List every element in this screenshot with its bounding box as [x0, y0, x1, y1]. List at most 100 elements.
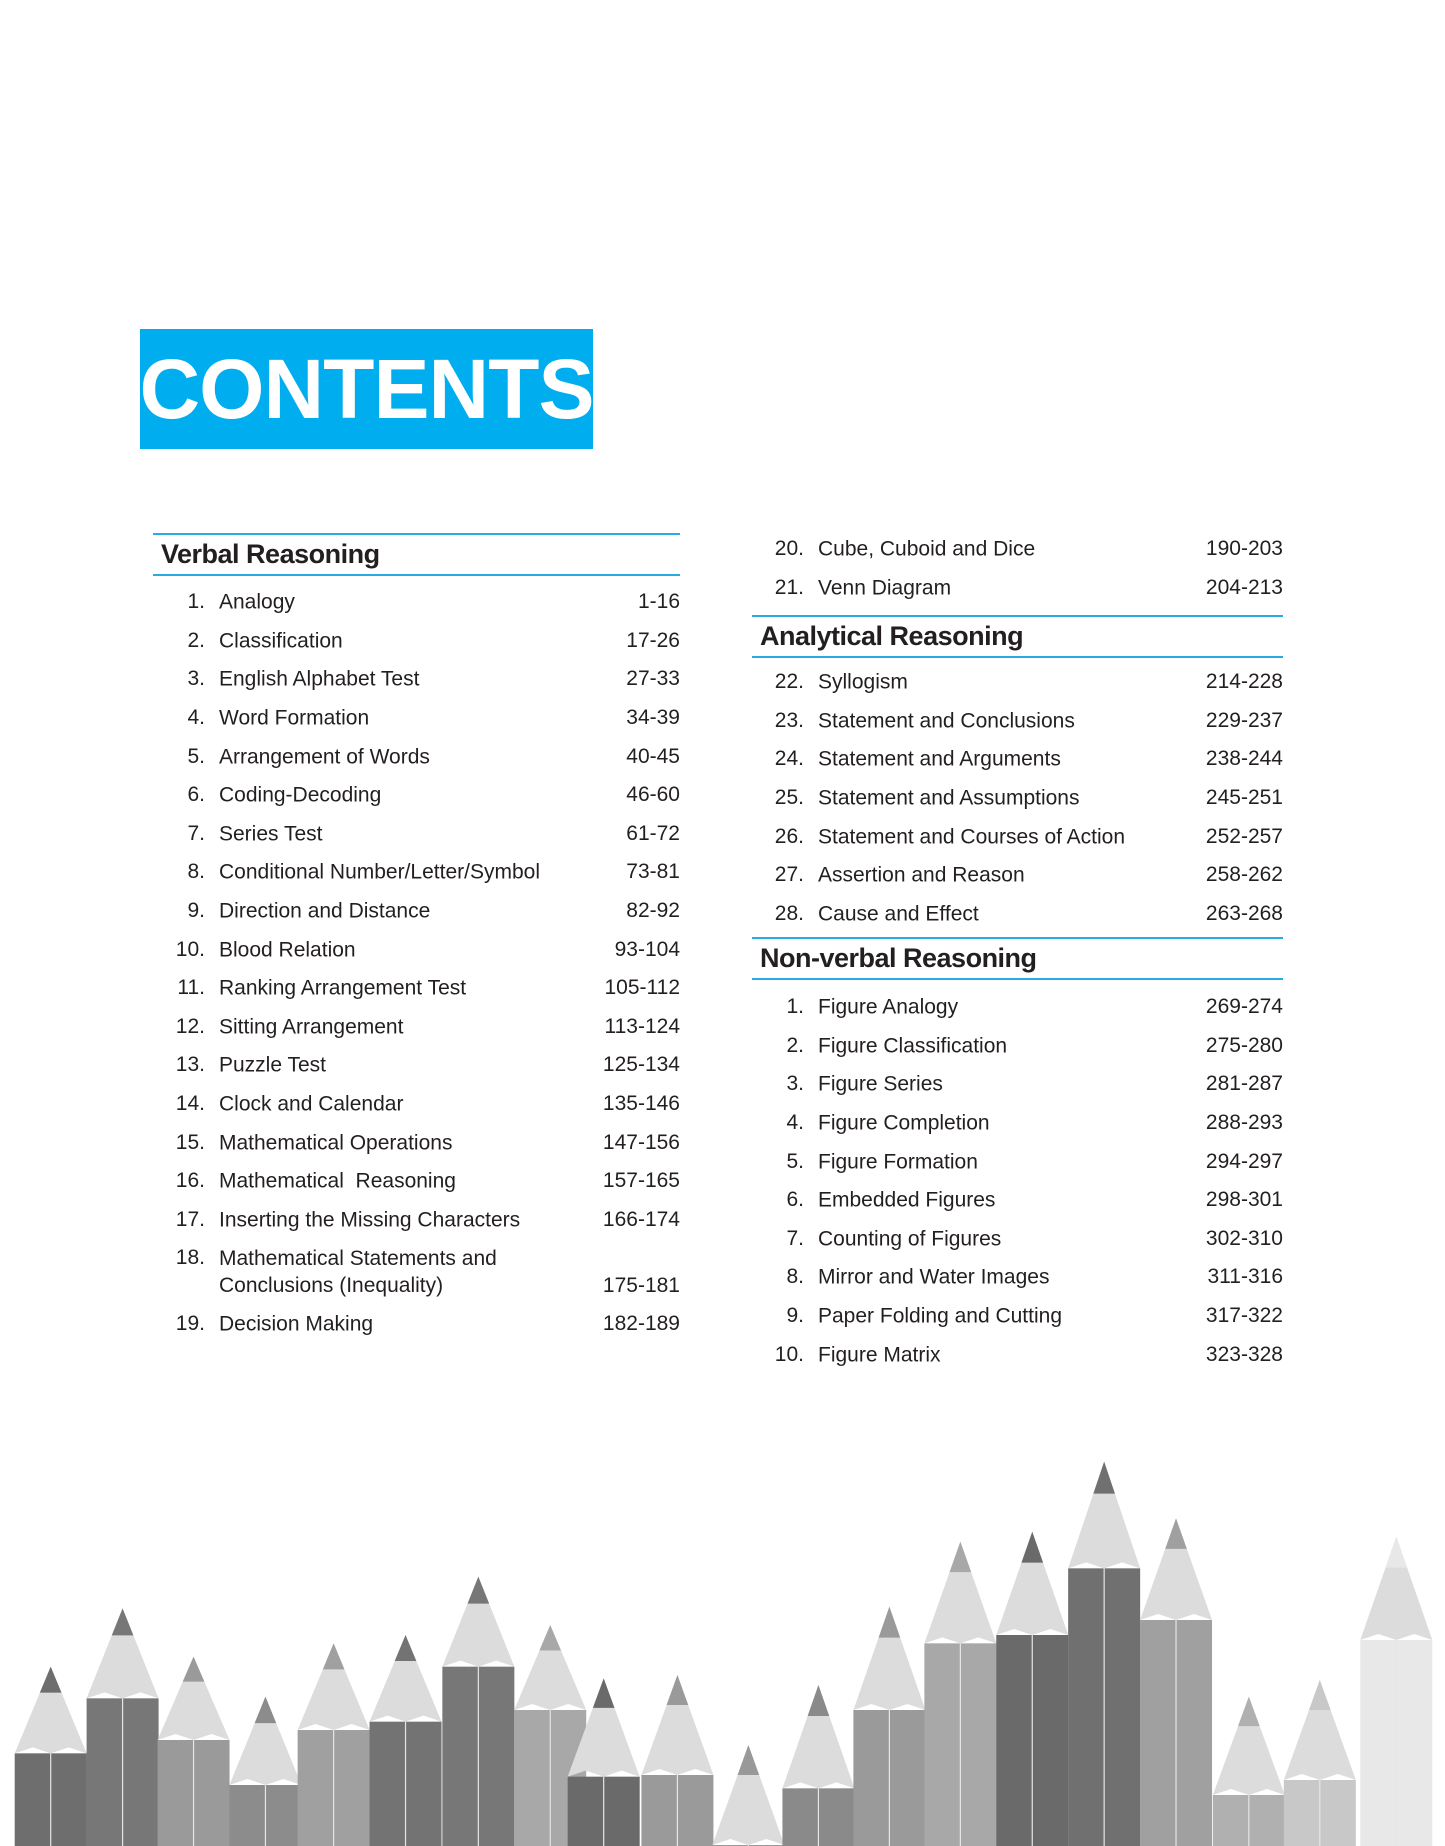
toc-entry[interactable]: 12. Sitting Arrangement 113-124 [153, 1008, 680, 1047]
entry-pages: 27-33 [626, 667, 680, 691]
toc-entry[interactable]: 6. Embedded Figures 298-301 [752, 1181, 1283, 1220]
entry-number: 8. [187, 860, 205, 884]
toc-entry[interactable]: 17. Inserting the Missing Characters 166-1… [153, 1201, 680, 1240]
entry-number: 21. [774, 575, 804, 599]
entry-number: 9. [187, 899, 205, 923]
toc-entry[interactable]: 19. Decision Making 182-189 [153, 1305, 680, 1344]
toc-entry[interactable]: 4. Figure Completion 288-293 [752, 1104, 1283, 1143]
toc-entry[interactable]: 21. Venn Diagram 204-213 [752, 569, 1283, 608]
toc-entry[interactable]: 9. Direction and Distance 82-92 [153, 892, 680, 931]
verbal-reasoning-column: Verbal Reasoning 1. Analogy 1-16 2. Classifi… [153, 533, 680, 1336]
toc-entry[interactable]: 3. English Alphabet Test 27-33 [153, 660, 680, 699]
entry-title: Syllogism [818, 670, 908, 694]
entry-number: 4. [786, 1111, 804, 1135]
pencil-icon [1360, 1536, 1433, 1846]
toc-entry[interactable]: 10. Figure Matrix 323-328 [752, 1335, 1283, 1374]
entry-title: Word Formation [219, 706, 370, 730]
toc-entry[interactable]: 28. Cause and Effect 263-268 [752, 895, 1283, 934]
entry-number: 18. [175, 1246, 205, 1270]
entry-title: Statement and Courses of Action [818, 825, 1126, 849]
entry-pages: 298-301 [1205, 1188, 1283, 1212]
analytical-reasoning-list: 22. Syllogism 214-228 23. Statement and Conc… [752, 663, 1283, 933]
entry-title: Mathematical Statements and Conclusions … [219, 1247, 497, 1298]
toc-entry[interactable]: 11. Ranking Arrangement Test 105-112 [153, 969, 680, 1008]
entry-number: 6. [786, 1188, 804, 1212]
toc-entry[interactable]: 18. Mathematical Statements and Conclusio… [153, 1239, 680, 1305]
entry-title: English Alphabet Test [219, 667, 420, 691]
entry-title: Counting of Figures [818, 1227, 1002, 1251]
entry-title: Sitting Arrangement [219, 1015, 404, 1039]
entry-pages: 323-328 [1205, 1342, 1283, 1366]
entry-pages: 73-81 [626, 860, 680, 884]
toc-entry[interactable]: 5. Figure Formation 294-297 [752, 1142, 1283, 1181]
entry-pages: 175-181 [602, 1274, 680, 1298]
toc-entry[interactable]: 3. Figure Series 281-287 [752, 1065, 1283, 1104]
pencil-icon [1140, 1518, 1213, 1846]
toc-entry[interactable]: 15. Mathematical Operations 147-156 [153, 1123, 680, 1162]
toc-entry[interactable]: 20. Cube, Cuboid and Dice 190-203 [752, 530, 1283, 569]
toc-entry[interactable]: 16. Mathematical Reasoning 157-165 [153, 1162, 680, 1201]
toc-entry[interactable]: 8. Mirror and Water Images 311-316 [752, 1258, 1283, 1297]
toc-entry[interactable]: 14. Clock and Calendar 135-146 [153, 1085, 680, 1124]
toc-entry[interactable]: 1. Analogy 1-16 [153, 583, 680, 622]
entry-pages: 182-189 [602, 1312, 680, 1336]
entry-number: 17. [175, 1207, 205, 1231]
entry-pages: 302-310 [1205, 1226, 1283, 1250]
pencil-icon [14, 1666, 87, 1846]
pencil-icon [157, 1656, 230, 1846]
entry-number: 26. [774, 824, 804, 848]
pencils-decoration-image [14, 1461, 1433, 1846]
toc-entry[interactable]: 2. Figure Classification 275-280 [752, 1027, 1283, 1066]
entry-pages: 157-165 [602, 1169, 680, 1193]
entry-number: 13. [175, 1053, 205, 1077]
toc-entry[interactable]: 5. Arrangement of Words 40-45 [153, 737, 680, 776]
entry-pages: 166-174 [602, 1207, 680, 1231]
toc-entry[interactable]: 10. Blood Relation 93-104 [153, 930, 680, 969]
entry-pages: 275-280 [1205, 1033, 1283, 1057]
toc-entry[interactable]: 8. Conditional Number/Letter/Symbol 73-81 [153, 853, 680, 892]
entry-number: 9. [786, 1304, 804, 1328]
toc-entry[interactable]: 27. Assertion and Reason 258-262 [752, 856, 1283, 895]
toc-entry[interactable]: 1. Figure Analogy 269-274 [752, 988, 1283, 1027]
entry-number: 25. [774, 786, 804, 810]
section-header-non-verbal-reasoning: Non-verbal Reasoning [752, 937, 1283, 980]
toc-entry[interactable]: 24. Statement and Arguments 238-244 [752, 740, 1283, 779]
pencil-icon [853, 1606, 926, 1846]
entry-number: 1. [786, 995, 804, 1019]
section-title: Verbal Reasoning [161, 539, 380, 569]
toc-entry[interactable]: 6. Coding-Decoding 46-60 [153, 776, 680, 815]
entry-pages: 269-274 [1205, 995, 1283, 1019]
entry-pages: 214-228 [1205, 670, 1283, 694]
entry-pages: 294-297 [1205, 1149, 1283, 1173]
toc-entry[interactable]: 23. Statement and Conclusions 229-237 [752, 702, 1283, 741]
entry-title: Figure Formation [818, 1150, 978, 1174]
entry-title: Cube, Cuboid and Dice [818, 537, 1036, 561]
entry-title: Conditional Number/Letter/Symbol [219, 860, 540, 884]
entry-pages: 40-45 [626, 744, 680, 768]
toc-entry[interactable]: 2. Classification 17-26 [153, 622, 680, 661]
entry-number: 4. [187, 706, 205, 730]
entry-number: 15. [175, 1130, 205, 1154]
entry-title: Figure Analogy [818, 995, 959, 1019]
pencil-icon [1283, 1680, 1356, 1846]
toc-entry[interactable]: 4. Word Formation 34-39 [153, 699, 680, 738]
entry-pages: 1-16 [637, 590, 680, 614]
entry-number: 6. [187, 783, 205, 807]
entry-title: Cause and Effect [818, 902, 979, 926]
entry-number: 5. [187, 744, 205, 768]
entry-pages: 17-26 [626, 628, 680, 652]
toc-entry[interactable]: 22. Syllogism 214-228 [752, 663, 1283, 702]
non-verbal-reasoning-list: 1. Figure Analogy 269-274 2. Figure Classifi… [752, 988, 1283, 1374]
entry-number: 12. [175, 1014, 205, 1038]
entry-number: 23. [774, 708, 804, 732]
toc-entry[interactable]: 7. Series Test 61-72 [153, 815, 680, 854]
entry-number: 10. [774, 1342, 804, 1366]
toc-entry[interactable]: 26. Statement and Courses of Action 252-25… [752, 817, 1283, 856]
toc-entry[interactable]: 25. Statement and Assumptions 245-251 [752, 779, 1283, 818]
entry-title: Analogy [219, 590, 295, 614]
toc-entry[interactable]: 9. Paper Folding and Cutting 317-322 [752, 1297, 1283, 1336]
entry-number: 8. [786, 1265, 804, 1289]
toc-entry[interactable]: 7. Counting of Figures 302-310 [752, 1220, 1283, 1259]
toc-entry[interactable]: 13. Puzzle Test 125-134 [153, 1046, 680, 1085]
entry-number: 19. [175, 1312, 205, 1336]
